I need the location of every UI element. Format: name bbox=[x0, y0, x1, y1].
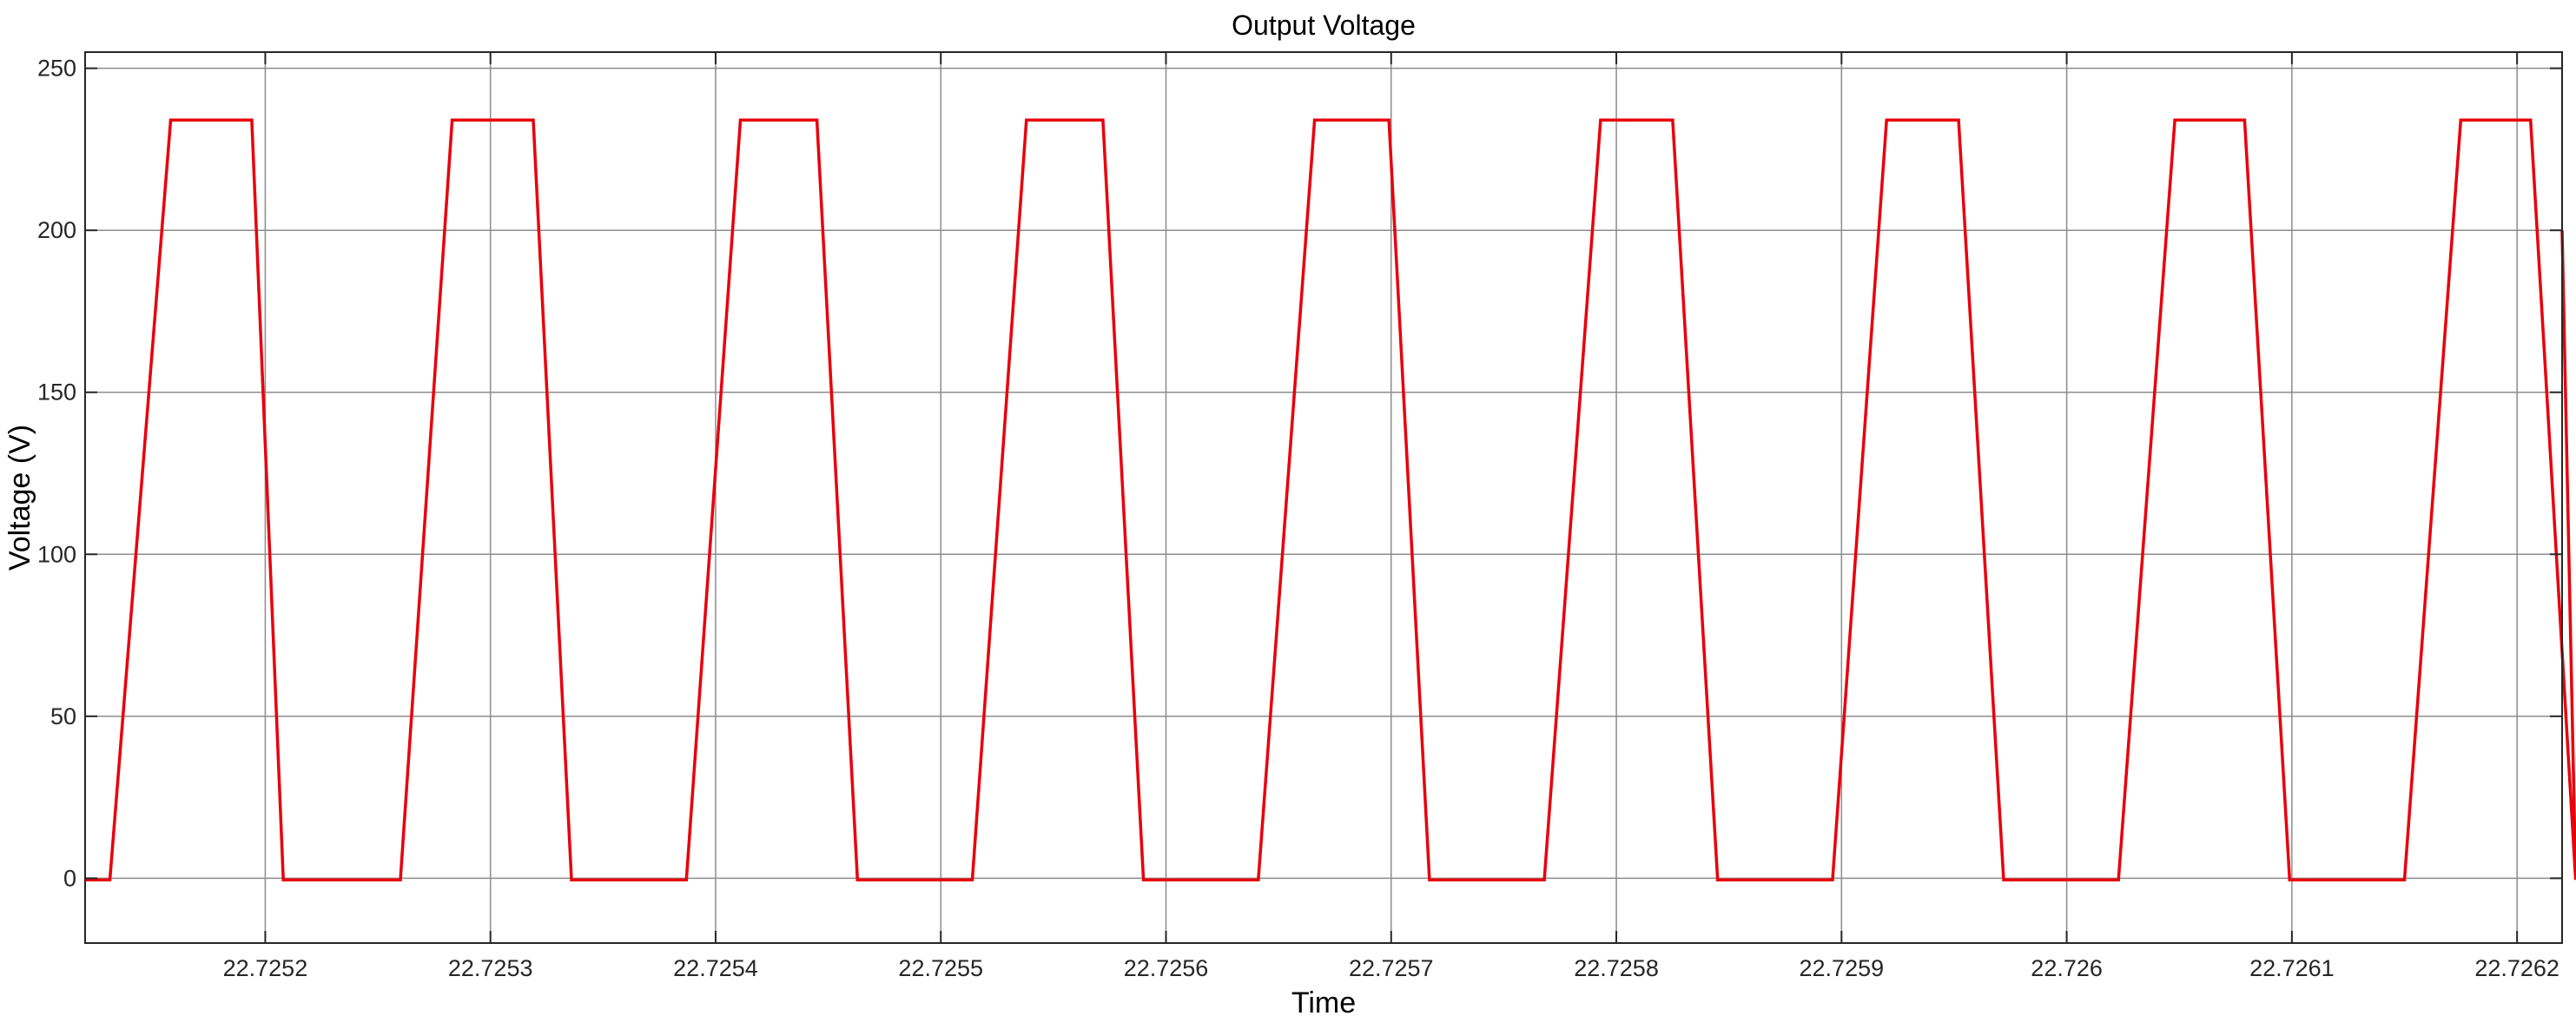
tick-marks bbox=[85, 52, 2562, 943]
x-tick-label: 22.726 bbox=[2031, 955, 2103, 981]
plot-frame bbox=[84, 51, 2563, 944]
x-tick-label: 22.7262 bbox=[2474, 955, 2559, 981]
x-tick-label: 22.7255 bbox=[898, 955, 983, 981]
x-tick-label: 22.7261 bbox=[2249, 955, 2335, 981]
y-tick-label: 200 bbox=[37, 217, 76, 243]
y-tick-label: 250 bbox=[37, 56, 76, 82]
y-tick-label: 150 bbox=[37, 379, 76, 406]
y-tick-labels: 0 50 100 150 200 250 bbox=[37, 56, 76, 892]
x-tick-label: 22.7257 bbox=[1349, 955, 1434, 981]
x-tick-label: 22.7253 bbox=[448, 955, 533, 981]
x-axis-label: Time bbox=[1291, 986, 1356, 1016]
series-line-0 bbox=[85, 118, 2576, 881]
grid-lines bbox=[85, 52, 2562, 943]
chart-title: Output Voltage bbox=[1232, 10, 1416, 41]
y-tick-label: 100 bbox=[37, 541, 76, 567]
series-layer bbox=[85, 118, 2576, 881]
y-tick-label: 0 bbox=[63, 865, 76, 891]
x-tick-labels: 22.7252 22.7253 22.7254 22.7255 22.7256 22.72… bbox=[223, 955, 2559, 981]
x-tick-label: 22.7259 bbox=[1800, 955, 1885, 981]
x-tick-label: 22.7252 bbox=[223, 955, 308, 981]
x-tick-label: 22.7256 bbox=[1124, 955, 1209, 981]
y-tick-label: 50 bbox=[50, 703, 76, 729]
x-tick-label: 22.7258 bbox=[1574, 955, 1659, 981]
x-tick-label: 22.7254 bbox=[673, 955, 758, 981]
y-axis-label: Voltage (V) bbox=[3, 425, 36, 571]
